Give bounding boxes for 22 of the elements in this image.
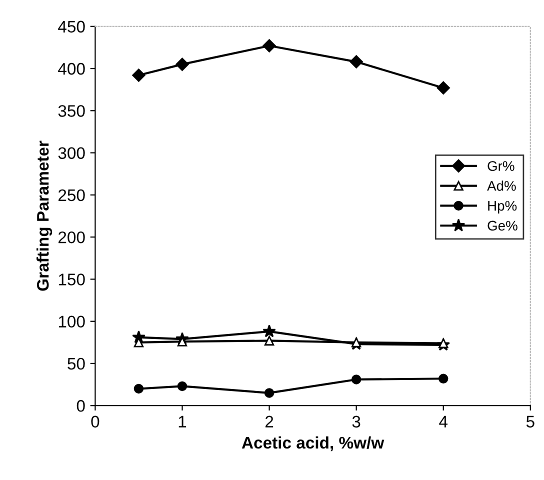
- x-tick-label: 0: [91, 416, 100, 428]
- x-tick-label: 1: [178, 416, 186, 428]
- y-tick-label: 400: [58, 62, 85, 75]
- y-tick-label: 150: [58, 274, 85, 286]
- legend-label: Gr%: [488, 161, 514, 171]
- y-tick-label: 0: [76, 400, 85, 412]
- y-axis-title: Grafting Parameter: [36, 140, 52, 291]
- y-tick-label: 450: [58, 20, 85, 33]
- y-tick-label: 50: [68, 358, 85, 370]
- x-axis-title: Acetic acid, %w/w: [242, 436, 384, 452]
- x-tick-label: 5: [526, 416, 534, 428]
- y-tick-label: 350: [58, 105, 85, 117]
- y-tick-label: 250: [58, 189, 85, 202]
- legend-label: Ge%: [488, 220, 518, 231]
- x-tick-label: 4: [439, 416, 448, 428]
- y-tick-label: 300: [58, 147, 85, 160]
- x-tick-label: 3: [352, 416, 360, 428]
- y-tick-label: 200: [58, 231, 85, 244]
- legend-label: Hp%: [488, 200, 517, 214]
- legend-label: Ad%: [487, 180, 516, 191]
- x-tick-label: 2: [265, 416, 274, 428]
- y-tick-label: 100: [58, 316, 85, 328]
